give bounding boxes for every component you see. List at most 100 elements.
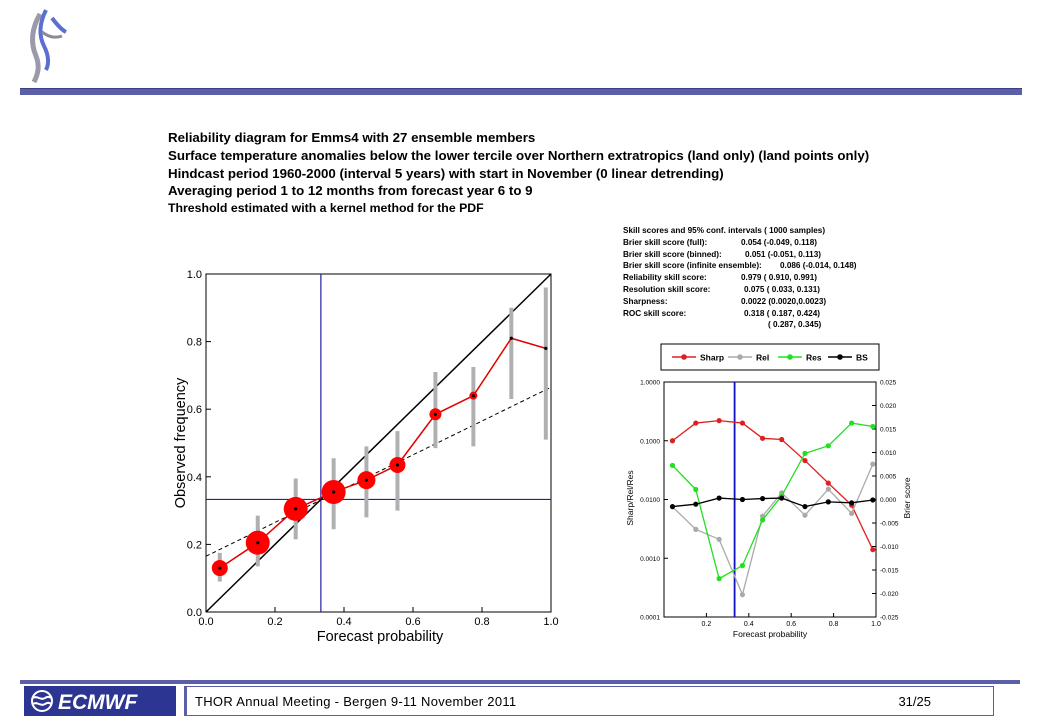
data-point-sharp bbox=[716, 418, 722, 424]
y2-tick-label: 0.005 bbox=[880, 474, 897, 481]
data-point-bs bbox=[693, 501, 699, 507]
y2-tick-label: -0.020 bbox=[880, 591, 899, 598]
data-point-sharp bbox=[802, 457, 808, 464]
x-axis-label: Forecast probability bbox=[317, 629, 444, 645]
x-tick-label: 0.8 bbox=[829, 621, 839, 628]
y2-axis-label: Brier score bbox=[902, 477, 912, 518]
data-point-rel bbox=[870, 461, 876, 467]
y-tick-label: 0.0 bbox=[187, 607, 202, 619]
data-point bbox=[471, 394, 475, 398]
data-point-res bbox=[825, 443, 831, 449]
x-tick-label: 1.0 bbox=[543, 616, 558, 628]
data-point-res bbox=[693, 486, 699, 493]
footer: ECMWF THOR Annual Meeting - Bergen 9-11 … bbox=[20, 680, 1020, 716]
data-point-bs bbox=[849, 500, 855, 506]
data-point-res bbox=[870, 423, 876, 430]
data-point bbox=[544, 346, 548, 350]
data-point-res bbox=[739, 562, 746, 569]
data-point-res bbox=[802, 450, 808, 456]
legend-entry: Sharp bbox=[700, 353, 724, 363]
data-point-sharp bbox=[693, 420, 699, 426]
data-point-sharp bbox=[870, 547, 876, 553]
chart-subtitle-hindcast: Hindcast period 1960-2000 (interval 5 ye… bbox=[168, 166, 724, 181]
data-point-bs bbox=[716, 495, 722, 501]
series-line-res bbox=[672, 422, 873, 580]
y-tick-label: 0.2 bbox=[187, 539, 202, 551]
data-point-res bbox=[849, 420, 855, 426]
header-rule bbox=[20, 88, 1022, 95]
y-tick-label: 0.0001 bbox=[640, 615, 660, 622]
data-point-rel bbox=[849, 510, 855, 516]
fit-line bbox=[205, 386, 552, 557]
x-tick-label: 0.4 bbox=[744, 621, 754, 628]
y-tick-label: 0.6 bbox=[187, 404, 202, 416]
data-point-bs bbox=[669, 503, 676, 510]
y2-tick-label: 0.020 bbox=[880, 403, 897, 410]
page-number: 31/25 bbox=[898, 694, 931, 709]
data-point-rel bbox=[825, 486, 831, 492]
y2-tick-label: -0.010 bbox=[880, 544, 899, 551]
y-axis-label: Observed frequency bbox=[173, 377, 189, 508]
y-tick-label: 1.0000 bbox=[640, 380, 660, 387]
y-tick-label: 0.0100 bbox=[640, 497, 660, 504]
data-point bbox=[256, 541, 260, 545]
footer-rule bbox=[20, 680, 1020, 684]
ecmwf-logo-text: ECMWF bbox=[58, 691, 138, 714]
x-tick-label: 1.0 bbox=[871, 621, 881, 628]
data-point-res bbox=[759, 517, 766, 523]
y2-tick-label: -0.015 bbox=[880, 568, 899, 575]
legend-entry: Res bbox=[806, 353, 822, 363]
data-point-bs bbox=[825, 499, 831, 505]
data-point bbox=[332, 490, 336, 494]
data-point-sharp bbox=[825, 480, 831, 486]
data-point-res bbox=[716, 576, 722, 582]
series-line-bs bbox=[672, 497, 873, 508]
legend-swatch-marker bbox=[837, 354, 843, 360]
y2-tick-label: 0.025 bbox=[880, 380, 897, 387]
data-point-sharp bbox=[739, 420, 746, 426]
y-tick-label: 0.0010 bbox=[640, 556, 660, 563]
y2-tick-label: 0.010 bbox=[880, 450, 897, 457]
legend-swatch-marker bbox=[787, 354, 793, 360]
legend-swatch-marker bbox=[681, 354, 687, 360]
footer-text: THOR Annual Meeting - Bergen 9-11 Novemb… bbox=[195, 694, 517, 709]
data-point bbox=[509, 336, 513, 340]
footer-box: THOR Annual Meeting - Bergen 9-11 Novemb… bbox=[184, 686, 994, 716]
data-point-bs bbox=[739, 496, 746, 503]
y-axis-label: Sharp/Rel/Res bbox=[625, 470, 635, 525]
x-axis-label: Forecast probability bbox=[733, 629, 808, 639]
y-tick-label: 1.0 bbox=[187, 269, 202, 281]
x-tick-label: 0.6 bbox=[405, 616, 420, 628]
x-tick-label: 0.6 bbox=[786, 621, 796, 628]
x-tick-label: 0.2 bbox=[267, 616, 282, 628]
chart-title: Reliability diagram for Emms4 with 27 en… bbox=[168, 130, 536, 145]
chart-subtitle-threshold: Threshold estimated with a kernel method… bbox=[168, 201, 484, 215]
y2-tick-label: 0.015 bbox=[880, 427, 897, 434]
data-point-res bbox=[669, 462, 676, 469]
data-point-bs bbox=[802, 503, 808, 510]
data-point bbox=[364, 478, 369, 482]
data-point bbox=[433, 412, 438, 416]
chart-subtitle-averaging: Averaging period 1 to 12 months from for… bbox=[168, 183, 533, 198]
x-tick-label: 0.4 bbox=[336, 616, 351, 628]
data-point-bs bbox=[779, 495, 785, 501]
data-point-sharp bbox=[779, 436, 785, 443]
skill-components-chart: Sharp Rel Res BS 0.2 0.4 0.6 0.8 1.0 0.0001 0.0010… bbox=[625, 343, 912, 639]
data-point-rel bbox=[739, 592, 746, 598]
data-point bbox=[294, 507, 298, 511]
y2-tick-label: -0.025 bbox=[880, 615, 899, 622]
y-tick-label: 0.4 bbox=[187, 472, 202, 484]
data-point-rel bbox=[693, 526, 699, 532]
perfect-reliability-line bbox=[205, 273, 552, 613]
legend-entry: Rel bbox=[756, 353, 769, 363]
legend-entry: BS bbox=[856, 353, 868, 363]
thor-logo-icon bbox=[30, 9, 67, 84]
chart-subtitle-region: Surface temperature anomalies below the … bbox=[168, 148, 870, 163]
data-point-rel bbox=[716, 536, 722, 542]
data-point bbox=[395, 463, 400, 467]
data-point-bs bbox=[759, 495, 766, 502]
series-line-sharp bbox=[672, 419, 874, 550]
y-tick-label: 0.1000 bbox=[640, 438, 660, 445]
x-tick-label: 0.2 bbox=[702, 621, 712, 628]
data-point bbox=[218, 566, 222, 570]
